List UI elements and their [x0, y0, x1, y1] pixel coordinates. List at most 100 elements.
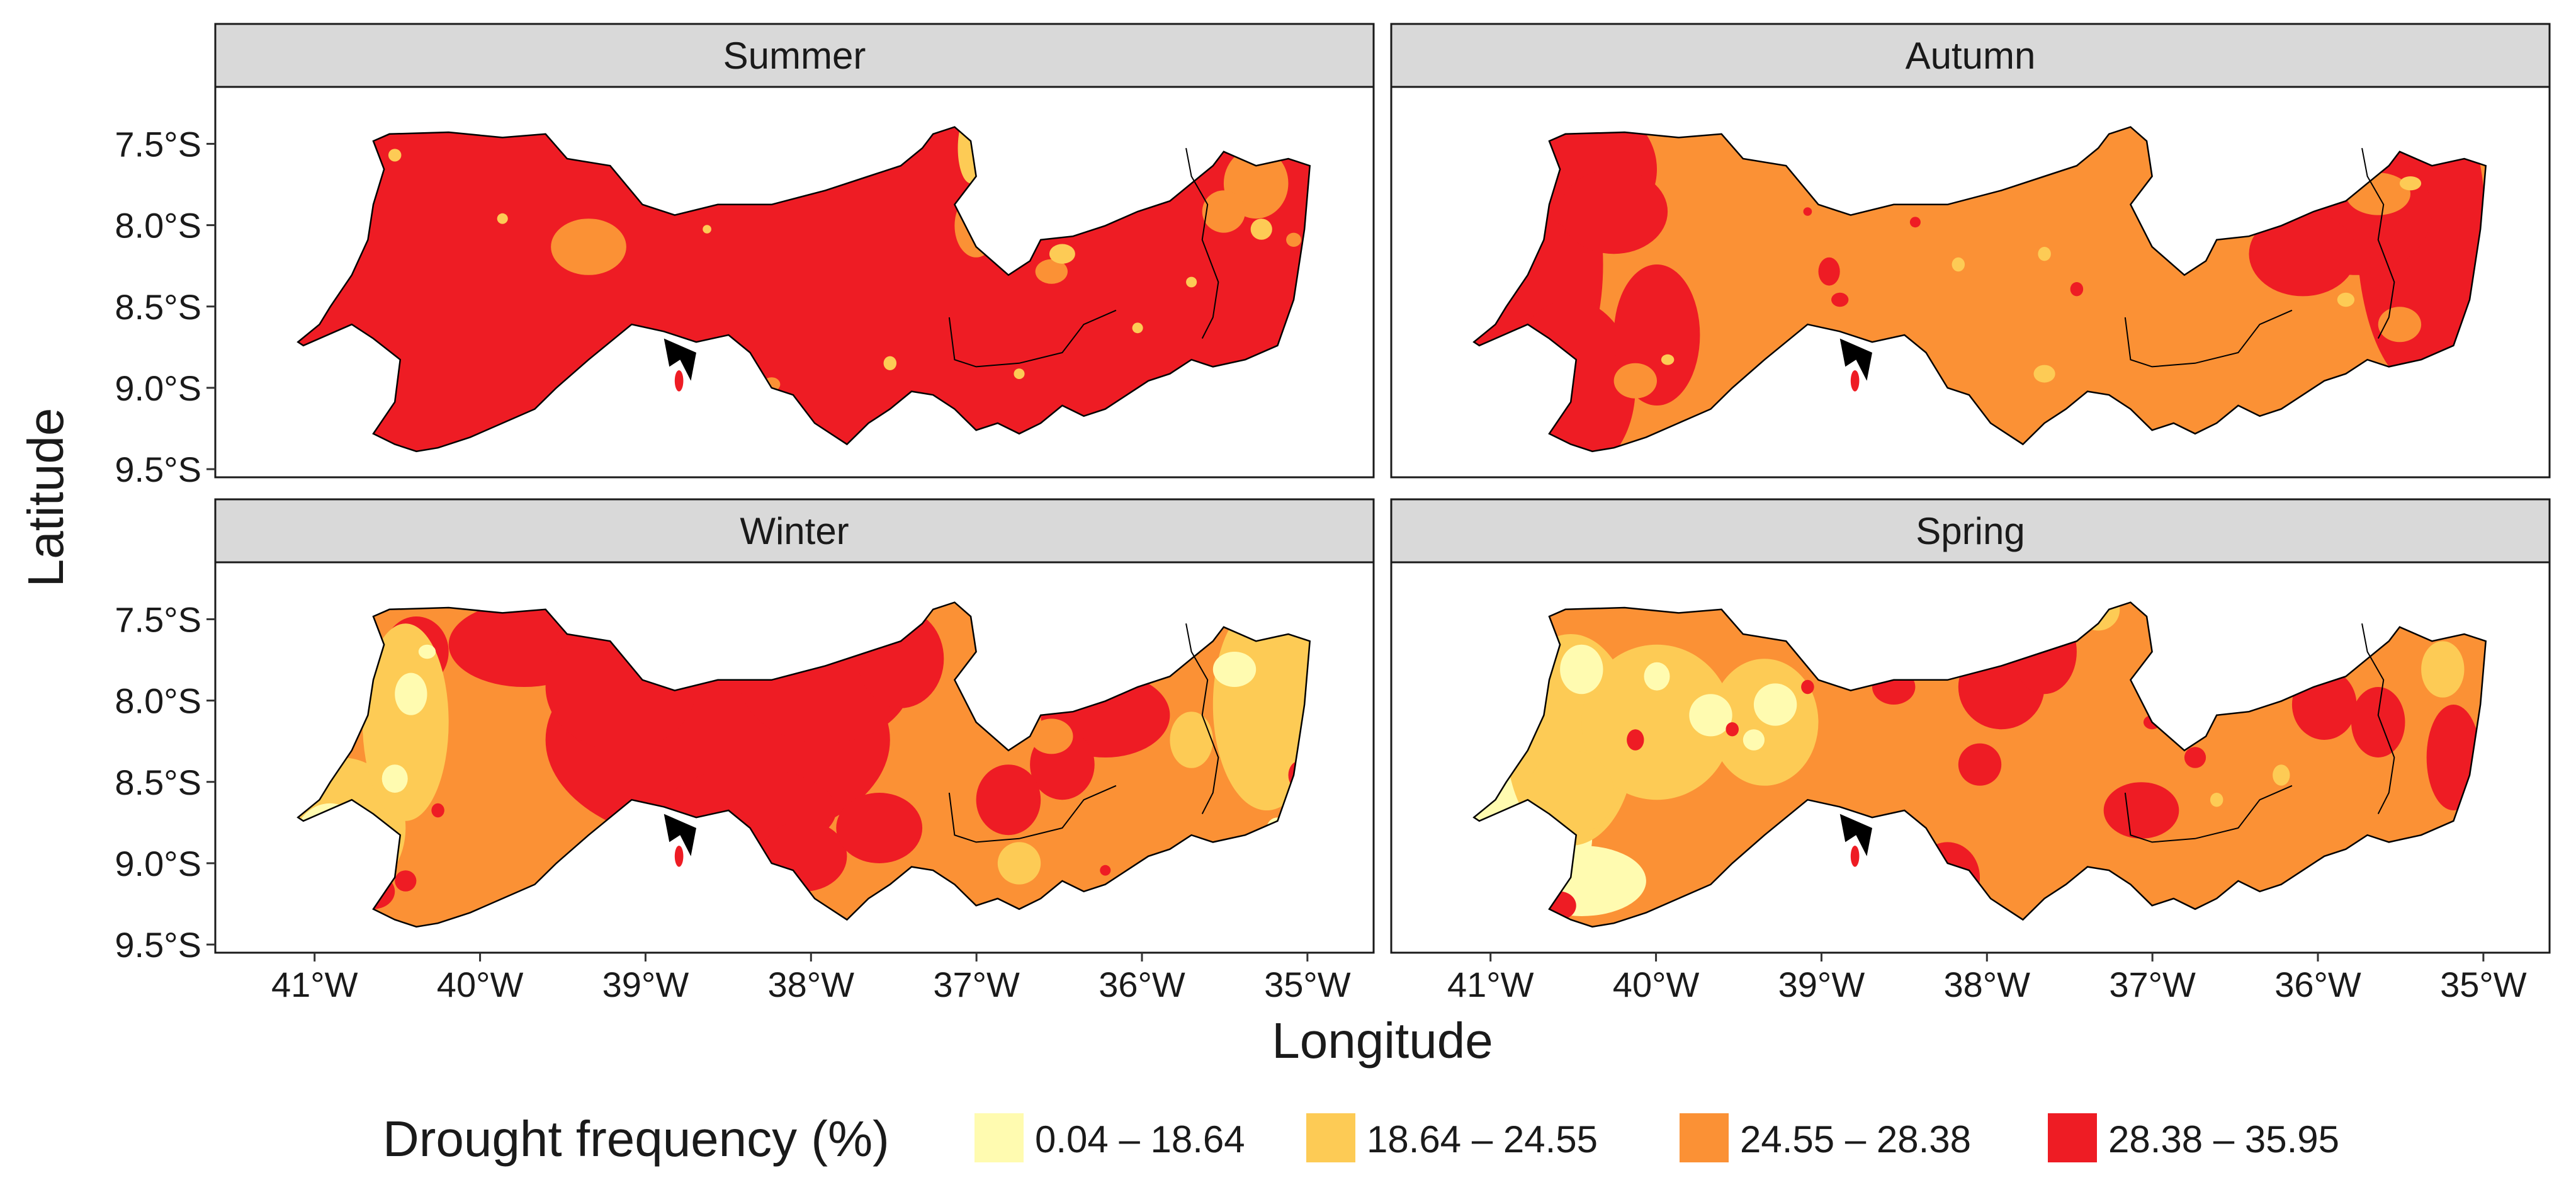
panel-spring: Spring — [1391, 499, 2550, 953]
class-patch — [1831, 292, 1849, 307]
legend-label: 0.04 – 18.64 — [1035, 1118, 1245, 1160]
panel-title: Spring — [1916, 510, 2025, 552]
panel-title: Autumn — [1906, 35, 2036, 77]
x-axis-title: Longitude — [1272, 1013, 1493, 1069]
class-patch — [497, 213, 508, 224]
y-tick-label: 8.5°S — [115, 287, 201, 327]
panel-winter: Winter — [215, 499, 1374, 953]
class-patch — [395, 870, 417, 892]
x-tick-label: 37°W — [933, 965, 1020, 1004]
class-patch — [1661, 354, 1675, 365]
x-tick-label: 35°W — [1264, 965, 1351, 1004]
class-patch — [1753, 683, 1797, 726]
class-patch — [1132, 322, 1143, 334]
class-patch — [836, 793, 923, 863]
panel-strip — [1390, 498, 2551, 564]
class-patch — [1613, 363, 1657, 399]
class-patch — [1030, 718, 1073, 754]
legend-swatch — [1306, 1113, 1355, 1162]
x-tick-label: 41°W — [1447, 965, 1534, 1004]
class-patch — [1049, 244, 1075, 264]
x-tick-label: 35°W — [2440, 965, 2527, 1004]
reservoir-shape — [664, 338, 696, 381]
state-boundary — [298, 603, 1309, 927]
y-tick-label: 8.0°S — [115, 681, 201, 721]
legend-swatch — [974, 1113, 1024, 1162]
reservoir-shape — [1839, 814, 1872, 856]
y-tick-label: 7.5°S — [115, 599, 201, 639]
legend-title: Drought frequency (%) — [383, 1111, 890, 1167]
class-patch — [1581, 644, 1732, 800]
class-patch — [1035, 259, 1068, 284]
legend-label: 28.38 – 35.95 — [2108, 1118, 2339, 1160]
legend-label: 24.55 – 28.38 — [1740, 1118, 1971, 1160]
y-tick-label: 9.0°S — [115, 844, 201, 883]
reservoir-shape — [664, 814, 696, 856]
class-patch — [2184, 747, 2206, 768]
internal-boundary — [1186, 148, 1218, 338]
class-patch — [1560, 169, 1668, 254]
class-patch — [1801, 679, 1814, 695]
panel-autumn: Autumn — [1391, 24, 2550, 477]
class-patch — [395, 672, 427, 715]
class-patch — [431, 803, 444, 818]
state-boundary — [1474, 127, 2485, 451]
y-tick-label: 8.5°S — [115, 763, 201, 802]
panel-strip — [1390, 23, 2551, 88]
class-patch — [976, 764, 1041, 836]
class-patch — [1014, 368, 1025, 379]
internal-boundary — [2125, 310, 2292, 367]
legend-label: 18.64 – 24.55 — [1367, 1118, 1598, 1160]
class-patch — [2351, 687, 2405, 757]
class-patch — [1726, 722, 1739, 737]
class-patch — [1202, 190, 1246, 233]
class-patch — [1286, 232, 1302, 247]
class-patch — [1743, 729, 1765, 751]
pernambuco-map — [1442, 581, 2518, 934]
class-patch — [551, 218, 626, 275]
y-tick-label: 9.0°S — [115, 368, 201, 408]
state-boundary — [298, 127, 1309, 451]
class-patch — [2337, 292, 2355, 307]
x-tick-label: 38°W — [768, 965, 855, 1004]
x-tick-label: 36°W — [1099, 965, 1185, 1004]
x-tick-label: 41°W — [271, 965, 358, 1004]
reservoir-shape — [1839, 338, 1872, 381]
internal-boundary — [2362, 623, 2394, 814]
reservoir-tip — [674, 846, 684, 867]
internal-boundary — [2362, 148, 2394, 338]
x-tick-label: 39°W — [1778, 965, 1865, 1004]
class-patch — [381, 764, 408, 793]
class-patch — [2103, 782, 2179, 839]
y-tick-label: 7.5°S — [115, 124, 201, 164]
class-patch — [2249, 212, 2357, 297]
class-patch — [2070, 281, 2084, 297]
y-tick-label: 8.0°S — [115, 206, 201, 246]
y-tick-label: 9.5°S — [115, 450, 201, 489]
class-patch — [1818, 257, 1840, 286]
class-patch — [1170, 712, 1213, 768]
class-patch — [2273, 764, 2290, 786]
class-patch — [1644, 662, 1670, 691]
class-patch — [1250, 218, 1272, 240]
class-patch — [1186, 276, 1197, 288]
legend-swatch — [1680, 1113, 1729, 1162]
class-patch — [2399, 176, 2422, 191]
class-patch — [1909, 217, 1921, 228]
state-boundary — [1474, 603, 2485, 927]
class-patch — [703, 225, 711, 234]
class-patch — [2033, 365, 2055, 383]
class-patch — [1952, 257, 1965, 272]
class-patch — [883, 356, 897, 371]
class-patch — [388, 149, 402, 162]
x-tick-label: 37°W — [2109, 965, 2196, 1004]
x-tick-label: 40°W — [1613, 965, 1700, 1004]
class-patch — [1803, 207, 1812, 216]
class-patch — [2378, 307, 2422, 343]
y-tick-label: 9.5°S — [115, 925, 201, 965]
x-tick-label: 40°W — [437, 965, 524, 1004]
y-axis-title: Latitude — [18, 408, 74, 587]
class-patch — [418, 644, 436, 659]
class-patch — [1212, 652, 1257, 687]
internal-boundary — [949, 310, 1116, 367]
